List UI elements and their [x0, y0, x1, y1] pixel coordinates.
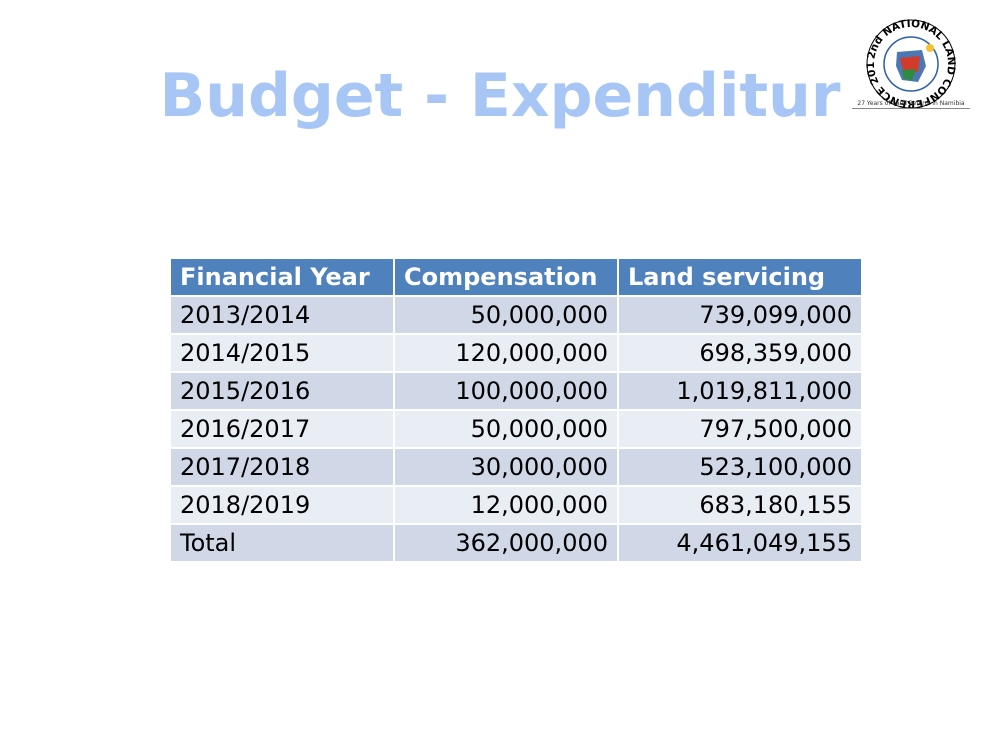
cell-land-servicing: 683,180,155	[617, 485, 863, 525]
header-financial-year: Financial Year	[169, 257, 395, 297]
table-total-row: Total 362,000,000 4,461,049,155	[169, 523, 863, 563]
budget-table: Financial Year Compensation Land servici…	[169, 257, 863, 563]
conference-logo-emblem: 2nd NATIONAL LAND CONFERENCE 2018	[848, 5, 957, 110]
logo-caption: 27 Years of Land Reform in Namibia	[852, 100, 970, 109]
cell-total-compensation: 362,000,000	[393, 523, 619, 563]
cell-land-servicing: 698,359,000	[617, 333, 863, 373]
cell-land-servicing: 797,500,000	[617, 409, 863, 449]
table-row: 2013/2014 50,000,000 739,099,000	[169, 295, 863, 335]
cell-compensation: 50,000,000	[393, 295, 619, 335]
cell-compensation: 100,000,000	[393, 371, 619, 411]
table-row: 2017/2018 30,000,000 523,100,000	[169, 447, 863, 487]
cell-financial-year: 2017/2018	[169, 447, 395, 487]
cell-financial-year: 2013/2014	[169, 295, 395, 335]
header-compensation: Compensation	[393, 257, 619, 297]
table-row: 2018/2019 12,000,000 683,180,155	[169, 485, 863, 525]
cell-financial-year: 2015/2016	[169, 371, 395, 411]
table-row: 2014/2015 120,000,000 698,359,000	[169, 333, 863, 373]
cell-financial-year: 2018/2019	[169, 485, 395, 525]
cell-land-servicing: 523,100,000	[617, 447, 863, 487]
table-row: 2016/2017 50,000,000 797,500,000	[169, 409, 863, 449]
cell-financial-year: 2014/2015	[169, 333, 395, 373]
slide-title: Budget - Expenditur	[159, 61, 841, 131]
cell-compensation: 50,000,000	[393, 409, 619, 449]
cell-land-servicing: 739,099,000	[617, 295, 863, 335]
cell-compensation: 30,000,000	[393, 447, 619, 487]
cell-land-servicing: 1,019,811,000	[617, 371, 863, 411]
cell-total-land-servicing: 4,461,049,155	[617, 523, 863, 563]
cell-compensation: 120,000,000	[393, 333, 619, 373]
header-land-servicing: Land servicing	[617, 257, 863, 297]
conference-logo: 2nd NATIONAL LAND CONFERENCE 2018	[848, 5, 970, 114]
cell-total-label: Total	[169, 523, 395, 563]
cell-compensation: 12,000,000	[393, 485, 619, 525]
table-row: 2015/2016 100,000,000 1,019,811,000	[169, 371, 863, 411]
cell-financial-year: 2016/2017	[169, 409, 395, 449]
table-header-row: Financial Year Compensation Land servici…	[169, 257, 863, 297]
